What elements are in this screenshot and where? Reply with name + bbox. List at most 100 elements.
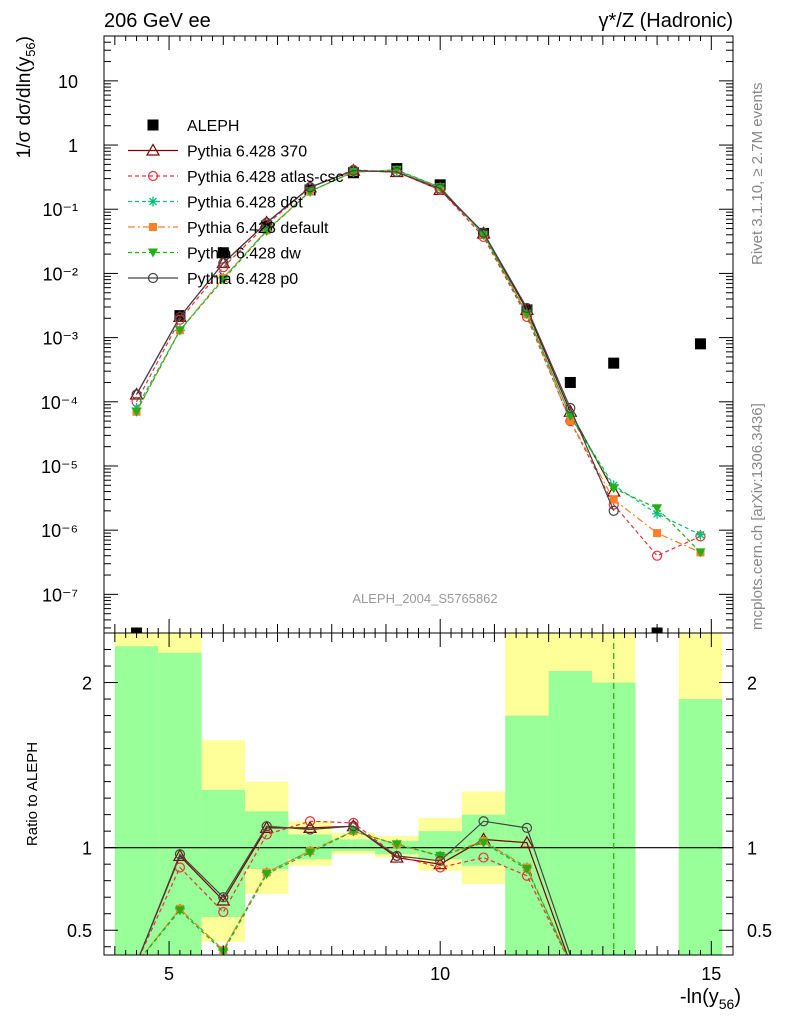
legend-label: Pythia 6.428 p0 (187, 271, 298, 288)
legend: ALEPH Pythia 6.428 370 Pythia 6.428 atlas-… (128, 118, 344, 288)
x-tick-label: 10 (430, 964, 450, 984)
data-point (131, 389, 142, 400)
ratio-point (303, 820, 318, 833)
ratio-y-tick-label-right: 0.5 (747, 921, 772, 941)
data-point (304, 182, 316, 193)
legend-label: Pythia 6.428 dw (187, 246, 301, 263)
series-line (135, 169, 615, 492)
uncertainty-band-inner (548, 670, 593, 955)
legend-marker (148, 196, 158, 207)
legend-marker (147, 119, 159, 131)
series-pythia-6-428-370 (129, 163, 621, 497)
legend-item: Pythia 6.428 370 (128, 143, 307, 161)
ratio-point (218, 906, 229, 918)
x-axis-label: -ln(y56) (680, 986, 741, 1012)
data-point (478, 230, 489, 240)
main-y-axis-label: 1/σ dσ/dln(y56) (14, 36, 38, 158)
series-line (135, 169, 701, 553)
header-right: γ*/Z (Hadronic) (599, 10, 733, 32)
uncertainty-band-inner (114, 646, 159, 955)
y-tick-label: 10⁻² (42, 264, 78, 284)
ratio-series (139, 816, 567, 955)
ratio-line (139, 820, 567, 955)
data-point (566, 417, 575, 426)
mcplots-label: mcplots.cern.ch [arXiv:1306.3436] (749, 403, 766, 630)
data-point (565, 402, 576, 414)
legend-label: Pythia 6.428 default (187, 220, 329, 237)
ratio-point (304, 824, 316, 835)
ratio-y-tick-label-right: 2 (747, 674, 757, 694)
data-point (651, 550, 663, 561)
uncertainty-band-inner (678, 699, 723, 955)
main-panel: 10⁻⁷ 10⁻⁶ 10⁻⁵ 10⁻⁴ 10⁻³ 10⁻² 10⁻¹ 1 10 ALEPH_20… (14, 35, 734, 634)
data-point (435, 183, 446, 194)
data-point (521, 302, 533, 314)
ratio-point (174, 849, 186, 860)
ratio-series (139, 816, 571, 955)
ratio-point (348, 827, 359, 837)
main-plot-area (129, 163, 706, 633)
main-y-axis: 10⁻⁷ 10⁻⁶ 10⁻⁵ 10⁻⁴ 10⁻³ 10⁻² 10⁻¹ 1 10 (41, 35, 733, 633)
y-tick-label: 10⁻⁴ (41, 393, 78, 413)
ratio-point (478, 852, 489, 863)
ratio-point (478, 816, 489, 827)
legend-item: Pythia 6.428 default (128, 220, 329, 237)
ratio-series (142, 827, 568, 955)
ratio-point (304, 816, 316, 827)
legend-marker (149, 223, 157, 231)
data-point (391, 166, 402, 178)
ratio-panel: 0.5 0.5 1 1 2 2 5 10 15 Ratio to ALEPH -ln(y56) (24, 632, 772, 1012)
legend-item: Pythia 6.428 atlas-csc (128, 169, 344, 186)
uncertainty-band-inner (331, 839, 376, 851)
y-tick-label: 10⁻⁶ (41, 521, 78, 541)
data-point (694, 338, 706, 350)
data-point (261, 226, 272, 236)
data-point (174, 311, 186, 323)
y-tick-label: 10 (58, 72, 78, 92)
y-tick-label: 10⁻⁵ (41, 457, 78, 477)
series-line (135, 169, 701, 557)
y-tick-label: 1 (68, 136, 78, 156)
series-line (135, 169, 615, 512)
ratio-point (391, 840, 402, 850)
legend-label: Pythia 6.428 atlas-csc (187, 169, 344, 186)
data-point (564, 376, 576, 388)
legend-item: Pythia 6.428 p0 (128, 271, 298, 288)
data-point (218, 275, 229, 285)
y-tick-label: 10⁻¹ (42, 200, 78, 220)
ratio-point (519, 835, 534, 848)
rivet-label-vertical: Rivet 3.1.10, ≥ 2.7M events (749, 83, 766, 266)
data-point (652, 508, 663, 519)
ratio-point (521, 822, 533, 833)
uncertainty-band-inner (201, 789, 245, 918)
data-point (652, 504, 663, 514)
ratio-line (142, 830, 568, 955)
legend-label: Pythia 6.428 d6t (187, 195, 303, 212)
ratio-line (139, 820, 571, 955)
ratio-point (172, 848, 187, 862)
data-point (653, 529, 662, 538)
ratio-point (174, 906, 185, 916)
ratio-y-tick-label-right: 1 (747, 839, 757, 859)
legend-marker (148, 248, 158, 258)
data-point (608, 484, 619, 494)
data-point (695, 548, 706, 558)
uncertainty-band-inner (244, 811, 289, 870)
ratio-point (216, 893, 231, 906)
y-tick-label: 10⁻³ (42, 329, 78, 349)
data-point (174, 326, 185, 336)
data-point (174, 314, 186, 325)
data-point (695, 529, 706, 540)
legend-item: ALEPH (147, 118, 239, 135)
analysis-watermark: ALEPH_2004_S5765862 (352, 591, 497, 606)
data-point (348, 165, 359, 176)
legend-marker (147, 272, 159, 284)
ratio-y-tick-label: 0.5 (67, 921, 92, 941)
ratio-point (391, 850, 402, 862)
ratio-y-tick-label: 2 (82, 674, 92, 694)
header-left: 206 GeV ee (104, 10, 211, 32)
ratio-point (259, 820, 274, 833)
series-line (135, 169, 701, 553)
ratio-point (435, 862, 446, 873)
legend-label: ALEPH (187, 118, 239, 135)
